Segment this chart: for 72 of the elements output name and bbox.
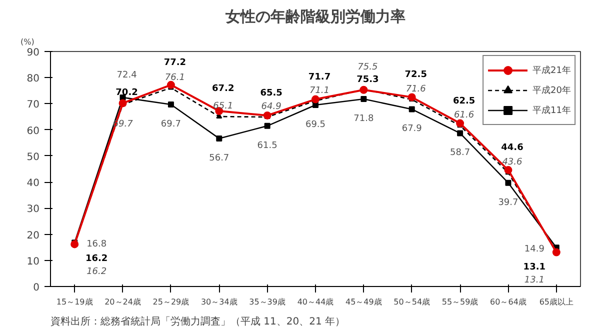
data-label: 77.2 [164,58,186,68]
y-tick-label: 50 [26,152,40,163]
x-tick-label: 15～19歳 [56,298,93,306]
data-label: 69.5 [305,120,326,130]
data-label: 70.2 [116,88,138,98]
x-tick-label: 25～29歳 [152,298,190,306]
data-label: 71.1 [309,86,330,96]
y-axis-title: (%) [20,38,34,46]
point [166,80,175,89]
legend-label: 平成11年 [532,104,571,116]
data-label: 67.9 [402,124,422,134]
data-label: 76.1 [164,72,185,83]
y-tick-label: 20 [26,230,40,242]
data-label: 65.5 [260,88,282,98]
y-tick-label: 40 [26,178,40,190]
data-label: 16.8 [86,240,107,250]
point [457,130,464,136]
data-label: 72.4 [116,70,138,80]
data-label: 64.9 [261,102,282,112]
data-label: 75.5 [358,62,378,72]
y-tick-label: 90 [26,48,40,58]
y-tick-label: 60 [26,126,40,137]
data-label: 56.7 [209,153,230,164]
x-tick-label: 35～39歳 [249,298,286,306]
data-label: 39.7 [498,198,518,208]
point [504,166,512,174]
data-label: 61.5 [257,140,278,151]
chart-title: 女性の年齢階級別労働力率 [224,8,406,26]
point [216,135,222,142]
point [408,93,416,102]
x-tick-label: 65歳以上 [539,298,574,306]
data-label: 58.7 [450,148,470,158]
y-tick-label: 70 [26,100,40,111]
data-label: 16.2 [85,254,108,264]
x-tick-label: 20～24歳 [104,298,141,306]
point [168,102,174,108]
x-tick-label: 55～59歳 [442,298,478,306]
x-tick-label: 40～44歳 [297,298,334,306]
point [360,86,368,94]
data-label: 14.9 [524,244,545,255]
x-tick-label: 45～49歳 [346,298,382,306]
y-tick-label: 80 [26,74,40,85]
x-tick-label: 30～34歳 [200,298,238,306]
y-tick-label: 0 [33,282,40,294]
data-label: 71.6 [406,84,426,95]
data-label: 13.1 [523,262,546,272]
data-label: 13.1 [524,275,544,286]
y-tick-label: 10 [26,256,40,268]
y-tick-label: 30 [26,204,40,216]
x-tick-label: 60～64歳 [490,298,526,306]
data-label: 71.7 [308,72,331,82]
data-label: 72.5 [404,70,427,80]
data-label: 71.8 [354,114,374,124]
data-label: 65.1 [213,102,234,112]
point [263,111,272,120]
data-label: 43.6 [502,158,523,168]
legend-label: 平成21年 [532,64,571,76]
point [264,122,270,129]
data-label: 16.2 [86,267,107,278]
data-label: 69.7 [160,120,181,130]
point [505,180,512,186]
data-label: 75.3 [356,74,379,85]
data-label: 67.2 [212,84,234,94]
x-tick-label: 50～54歳 [394,298,430,306]
data-label: 44.6 [501,143,524,154]
legend-label: 平成20年 [532,84,571,96]
point [456,119,464,128]
text: 資料出所：総務省統計局「労働力調査」（平成 11、20、21 年） [50,316,346,328]
data-label: 62.5 [452,96,476,106]
point [408,106,415,112]
data-label: 61.6 [454,110,474,121]
point [360,96,367,102]
